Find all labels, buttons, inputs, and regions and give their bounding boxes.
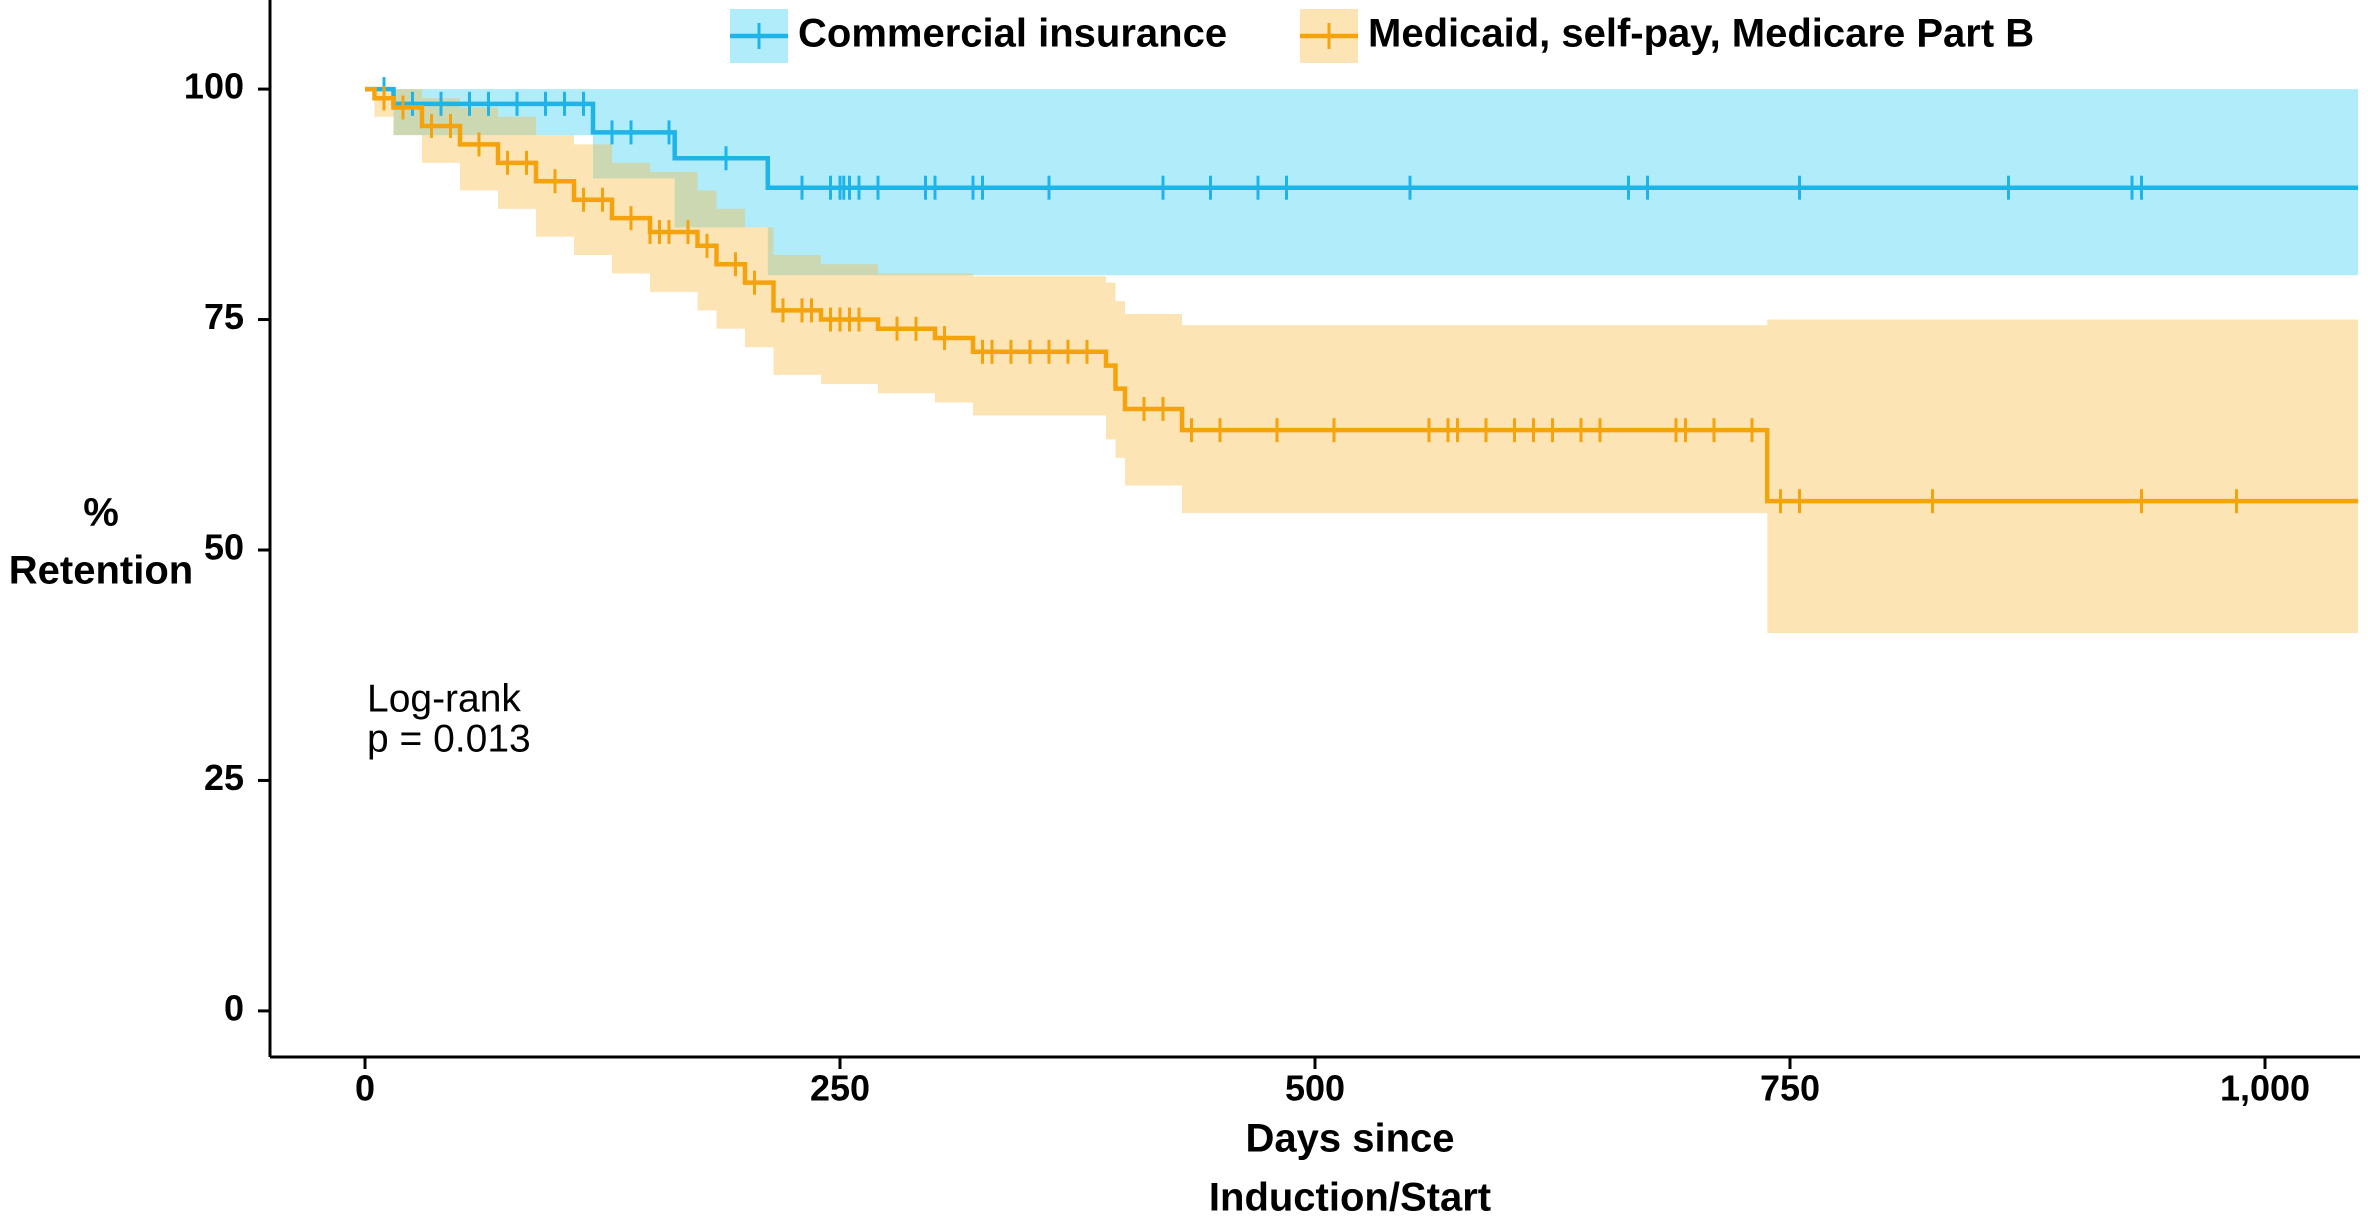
x-tick-label: 1,000 <box>2220 1068 2310 1109</box>
x-axis-label: Days since <box>1245 1117 1454 1161</box>
confidence-band <box>365 89 2359 276</box>
annotation: Log-rank <box>367 677 521 720</box>
annotation: p = 0.013 <box>367 717 531 760</box>
x-axis-label: Induction/Start <box>1209 1176 1491 1220</box>
y-tick-label: 75 <box>204 296 244 337</box>
x-tick-label: 250 <box>810 1068 870 1109</box>
survival-line <box>365 86 2359 504</box>
y-tick-label: 50 <box>204 527 244 568</box>
x-tick-label: 500 <box>1285 1068 1345 1109</box>
x-tick-label: 750 <box>1760 1068 1820 1109</box>
legend-label: Commercial insurance <box>798 12 1227 56</box>
y-tick-label: 25 <box>204 757 244 798</box>
confidence-band <box>365 89 2359 633</box>
x-tick-label: 0 <box>355 1068 375 1109</box>
y-tick-label: 100 <box>184 66 244 107</box>
legend-label: Medicaid, self-pay, Medicare Part B <box>1368 12 2034 56</box>
y-tick-label: 0 <box>224 987 244 1028</box>
y-axis-label: % <box>83 491 119 535</box>
y-axis-label: Retention <box>9 549 193 593</box>
